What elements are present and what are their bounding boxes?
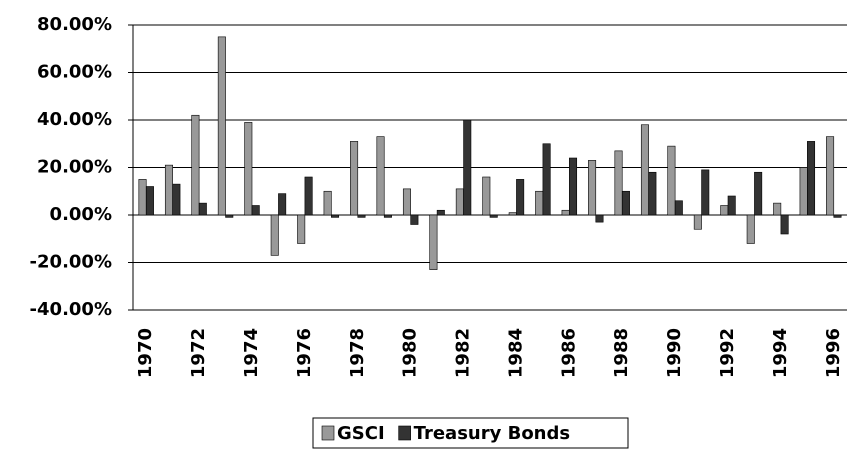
bar [648,171,657,216]
x-tick-label: 1996 [823,328,844,378]
bar [270,214,279,256]
bar [535,190,544,216]
x-tick-label: 1994 [770,328,791,378]
legend-box [312,417,629,449]
legend-swatch [321,425,335,441]
bar [244,122,253,216]
y-tick-label: 60.00% [37,62,112,83]
y-tick-label: 40.00% [37,109,112,130]
bar [191,114,200,216]
bar [357,214,366,218]
x-tick-label: 1980 [400,328,421,378]
y-tick-label: 80.00% [37,14,112,35]
bar [667,145,676,216]
y-tick-label: -20.00% [30,252,112,273]
x-tick-label: 1970 [135,328,156,378]
bar [172,183,181,216]
bar [217,36,226,216]
bar [640,124,649,216]
bar [569,157,578,216]
x-tick-label: 1976 [294,328,315,378]
bar [198,202,207,216]
x-tick-label: 1990 [664,328,685,378]
y-tick-label: 20.00% [37,157,112,178]
bar [350,141,359,216]
legend-label: Treasury Bonds [414,423,570,444]
x-tick-label: 1992 [717,328,738,378]
bar [304,176,313,216]
legend-swatch [398,425,411,441]
bar [410,214,419,225]
bar [621,190,630,216]
x-tick-label: 1982 [453,328,474,378]
bar [754,171,763,216]
bar [402,188,411,216]
bar [429,214,438,270]
legend-label: GSCI [337,423,385,444]
bar [482,176,491,216]
bar [746,214,755,244]
bar [383,214,392,218]
bar [516,179,525,216]
bar [773,202,782,216]
bar [508,212,517,216]
bar [463,119,472,216]
x-tick-label: 1988 [611,328,632,378]
y-tick-label: 0.00% [50,204,112,225]
bar [138,179,147,216]
bar [674,200,683,216]
bar [807,141,816,216]
bar [614,150,623,216]
bar [542,143,551,216]
bar [331,214,340,218]
x-tick-label: 1986 [558,328,579,378]
bar [826,136,835,216]
bar [701,169,710,216]
bar [720,205,729,216]
bar [278,193,287,216]
x-tick-label: 1978 [347,328,368,378]
bar [376,136,385,216]
bar [251,205,260,216]
bar [145,186,154,216]
bar [225,214,234,218]
x-tick-label: 1972 [188,328,209,378]
bar [588,160,597,216]
bar [833,214,842,218]
bar [780,214,789,235]
bar [727,195,736,216]
bar [561,209,570,216]
bar [489,214,498,218]
bar [297,214,306,244]
bar [693,214,702,230]
x-tick-label: 1984 [505,328,526,378]
bar [595,214,604,223]
y-tick-label: -40.00% [30,299,112,320]
bar [455,188,464,216]
bar [323,190,332,216]
x-tick-label: 1974 [241,328,262,378]
bar [799,167,808,216]
bar [164,164,173,216]
bar [436,209,445,216]
